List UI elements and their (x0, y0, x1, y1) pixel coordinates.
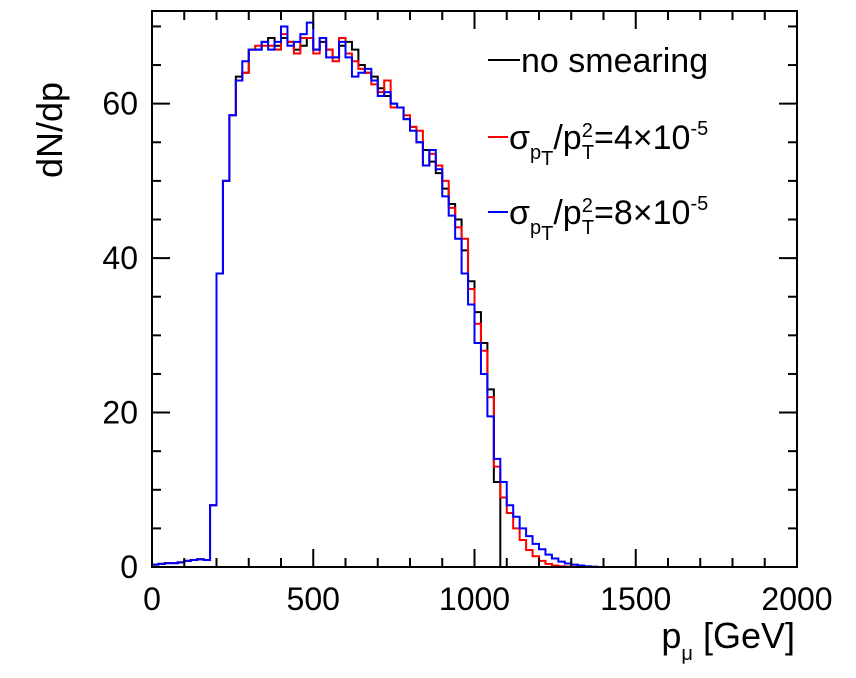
x-tick-label: 1000 (439, 581, 510, 617)
legend-label-no-smearing: no smearing (521, 42, 708, 80)
x-tick-label: 500 (287, 581, 340, 617)
x-axis-title-main: p (661, 615, 681, 656)
ticks-layer (151, 11, 798, 568)
legend: no smearing σpT/p2 T=4×10-5 σpT/p2 T=8×10-… (488, 42, 708, 245)
x-axis-title-unit: [GeV] (693, 615, 795, 656)
x-tick-label: 1500 (600, 581, 671, 617)
x-axis-title-sub: μ (681, 643, 693, 665)
legend-label-sigma-4e-5: σpT/p2 T=4×10-5 (509, 118, 708, 170)
tick-labels-layer: 0 500 1000 1500 2000 0 20 40 60 (102, 86, 832, 617)
y-tick-label: 60 (102, 86, 138, 122)
x-tick-label: 2000 (761, 581, 832, 617)
y-tick-label: 40 (102, 240, 138, 276)
y-tick-label: 20 (102, 395, 138, 431)
y-axis-title: dN/dp (29, 82, 70, 178)
legend-label-sigma-8e-5: σpT/p2 T=8×10-5 (509, 193, 708, 245)
x-axis-title: pμ [GeV] (661, 615, 795, 665)
y-tick-label: 0 (120, 549, 138, 585)
x-tick-label: 0 (143, 581, 161, 617)
